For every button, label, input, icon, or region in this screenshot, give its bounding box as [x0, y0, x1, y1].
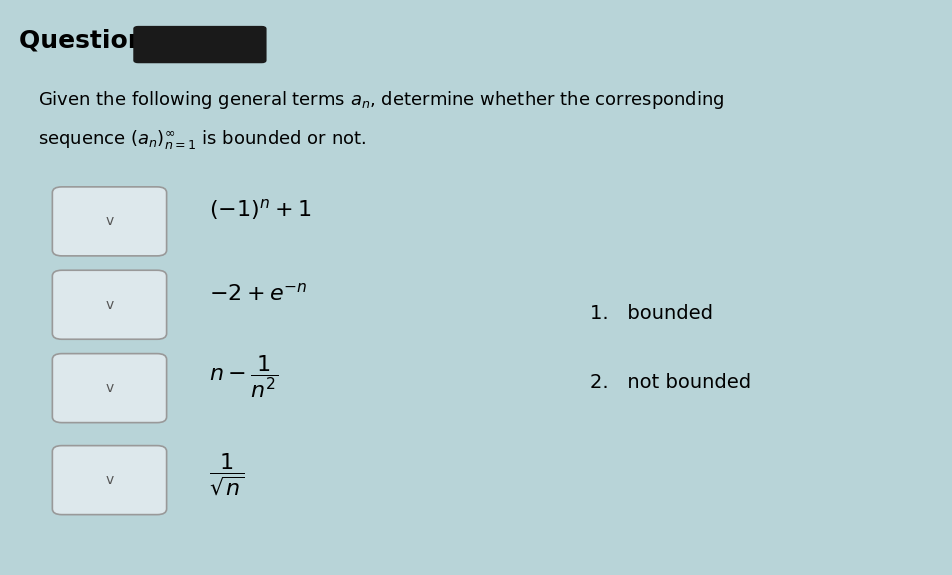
Text: 2.   not bounded: 2. not bounded — [590, 373, 751, 392]
Text: $\dfrac{1}{\sqrt{n}}$: $\dfrac{1}{\sqrt{n}}$ — [209, 451, 246, 497]
Text: v: v — [106, 298, 113, 312]
Text: sequence $(a_n)_{n=1}^{\infty}$ is bounded or not.: sequence $(a_n)_{n=1}^{\infty}$ is bound… — [38, 129, 367, 152]
Text: $n - \dfrac{1}{n^2}$: $n - \dfrac{1}{n^2}$ — [209, 354, 278, 400]
Text: Question 8: Question 8 — [19, 29, 171, 53]
FancyBboxPatch shape — [133, 26, 267, 63]
Text: v: v — [106, 214, 113, 228]
Text: $(-1)^n + 1$: $(-1)^n + 1$ — [209, 197, 311, 223]
Text: 1.   bounded: 1. bounded — [590, 304, 713, 323]
Text: $-2 + e^{-n}$: $-2 + e^{-n}$ — [209, 282, 308, 304]
FancyBboxPatch shape — [52, 187, 167, 256]
Text: v: v — [106, 473, 113, 487]
FancyBboxPatch shape — [52, 354, 167, 423]
FancyBboxPatch shape — [52, 446, 167, 515]
Text: Given the following general terms $a_n$, determine whether the corresponding: Given the following general terms $a_n$,… — [38, 89, 724, 111]
FancyBboxPatch shape — [52, 270, 167, 339]
Text: v: v — [106, 381, 113, 395]
